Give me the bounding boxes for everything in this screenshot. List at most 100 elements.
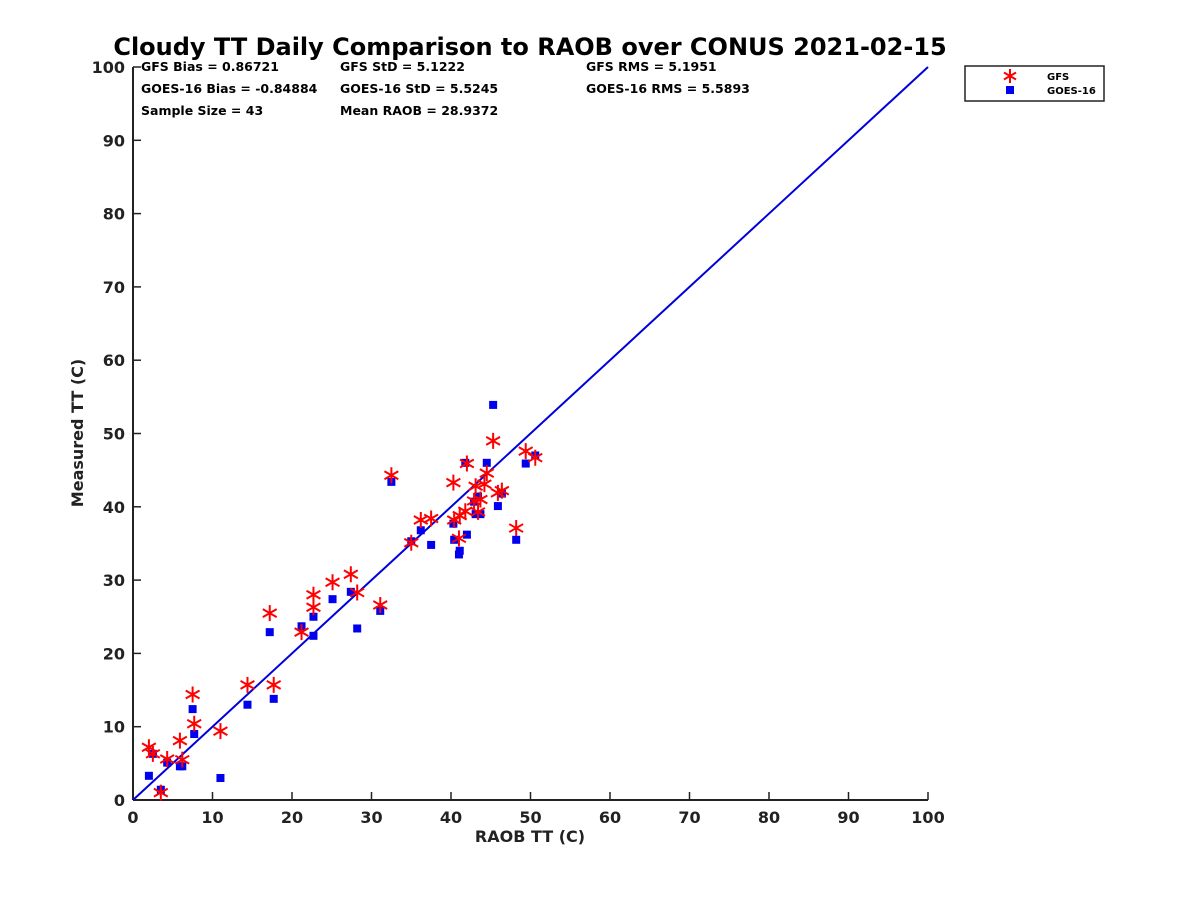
x-tick-label: 30	[360, 808, 382, 827]
gfs-point	[527, 449, 543, 466]
gfs-point	[325, 574, 340, 591]
y-tick-label: 0	[114, 791, 125, 810]
goes-16-point	[489, 400, 498, 409]
y-axis-ticks: 0 10 20 30 40 50 60 70 80 90 100	[92, 58, 141, 810]
x-tick-label: 60	[599, 808, 621, 827]
stat-mean-raob: Mean RAOB = 28.9372	[340, 103, 498, 118]
gfs-point	[153, 784, 169, 801]
goes-16-point	[243, 700, 252, 709]
gfs-point	[145, 745, 161, 762]
goes-16-point	[346, 587, 355, 596]
goes-16-point	[144, 771, 153, 780]
x-tick-label: 50	[519, 808, 541, 827]
x-tick-label: 80	[758, 808, 780, 827]
goes-16-point	[521, 459, 530, 468]
series-gfs	[141, 432, 543, 801]
y-tick-label: 10	[103, 718, 125, 737]
y-tick-label: 90	[103, 131, 125, 150]
gfs-point	[349, 584, 365, 601]
x-tick-label: 90	[837, 808, 859, 827]
one-to-one-line	[132, 66, 929, 801]
x-tick-label: 20	[281, 808, 303, 827]
y-tick-label: 20	[103, 644, 125, 663]
y-tick-label: 50	[103, 425, 125, 444]
stat-sample-size: Sample Size = 43	[141, 103, 263, 118]
gfs-point	[306, 599, 321, 616]
gfs-point	[459, 455, 475, 472]
gfs-point	[445, 474, 461, 491]
y-tick-label: 80	[103, 205, 125, 224]
goes-16-point	[328, 595, 337, 604]
gfs-point	[240, 676, 255, 693]
y-tick-label: 100	[92, 58, 125, 77]
gfs-point	[472, 491, 488, 508]
y-axis-label: Measured TT (C)	[68, 359, 87, 507]
gfs-point	[186, 715, 202, 732]
gfs-point	[518, 443, 534, 460]
goes-16-point	[512, 535, 521, 544]
x-tick-label: 0	[127, 808, 138, 827]
gfs-point	[485, 432, 501, 449]
gfs-point	[294, 624, 309, 641]
goes-16-point	[216, 774, 225, 783]
goes-16-point	[309, 631, 318, 640]
y-tick-label: 70	[103, 278, 125, 297]
goes-16-point	[269, 694, 278, 703]
gfs-point	[470, 503, 486, 520]
goes-16-point	[190, 730, 199, 739]
goes-16-point	[309, 612, 318, 621]
y-tick-label: 40	[103, 498, 125, 517]
gfs-point	[479, 465, 495, 482]
x-axis-label: RAOB TT (C)	[475, 827, 585, 846]
y-tick-label: 30	[103, 571, 125, 590]
goes-16-point	[455, 546, 464, 555]
legend-goes-label: GOES-16	[1047, 86, 1096, 97]
stat-gfs-std: GFS StD = 5.1222	[340, 59, 465, 74]
y-tick-label: 60	[103, 351, 125, 370]
goes-16-point	[493, 502, 502, 511]
legend-gfs-marker	[1003, 69, 1017, 83]
legend-gfs-label: GFS	[1047, 72, 1069, 83]
gfs-point	[174, 751, 190, 768]
gfs-point	[372, 597, 388, 614]
goes-16-point	[482, 458, 491, 467]
gfs-point	[451, 530, 467, 547]
gfs-point	[172, 732, 188, 749]
gfs-point	[476, 476, 492, 493]
gfs-point	[403, 534, 419, 551]
goes-16-point	[450, 535, 459, 544]
legend: GFS GOES-16	[964, 65, 1105, 102]
goes-16-point	[265, 628, 274, 637]
stats-block: GFS Bias = 0.86721 GFS StD = 5.1222 GFS …	[141, 59, 750, 118]
x-axis-ticks: 0 10 20 30 40 50 60 70 80 90 100	[127, 792, 945, 827]
legend-goes-square	[1006, 86, 1014, 94]
gfs-point	[383, 467, 399, 484]
gfs-point	[423, 510, 439, 527]
goes-16-point	[474, 492, 483, 501]
gfs-point	[266, 676, 282, 693]
gfs-point	[343, 566, 359, 583]
goes-16-point	[462, 530, 471, 539]
gfs-point	[457, 503, 473, 520]
goes-16-point	[416, 526, 425, 535]
legend-box	[964, 65, 1105, 102]
x-tick-label: 40	[440, 808, 462, 827]
stat-goes-rms: GOES-16 RMS = 5.5893	[586, 81, 750, 96]
chart-title: Cloudy TT Daily Comparison to RAOB over …	[113, 33, 946, 61]
gfs-point	[508, 520, 524, 537]
goes-16-point	[188, 705, 197, 714]
stat-goes-bias: GOES-16 Bias = -0.84884	[141, 81, 318, 96]
gfs-point	[494, 482, 510, 499]
stat-gfs-bias: GFS Bias = 0.86721	[141, 59, 279, 74]
x-tick-label: 100	[911, 808, 944, 827]
gfs-point	[262, 605, 278, 622]
legend-goes-marker	[1006, 86, 1014, 94]
goes-16-point	[353, 624, 362, 633]
gfs-point	[159, 750, 175, 767]
x-tick-label: 70	[678, 808, 700, 827]
legend-gfs-asterisk	[1003, 69, 1017, 83]
gfs-point	[468, 478, 484, 495]
gfs-point	[185, 686, 201, 703]
stat-gfs-rms: GFS RMS = 5.1951	[586, 59, 717, 74]
